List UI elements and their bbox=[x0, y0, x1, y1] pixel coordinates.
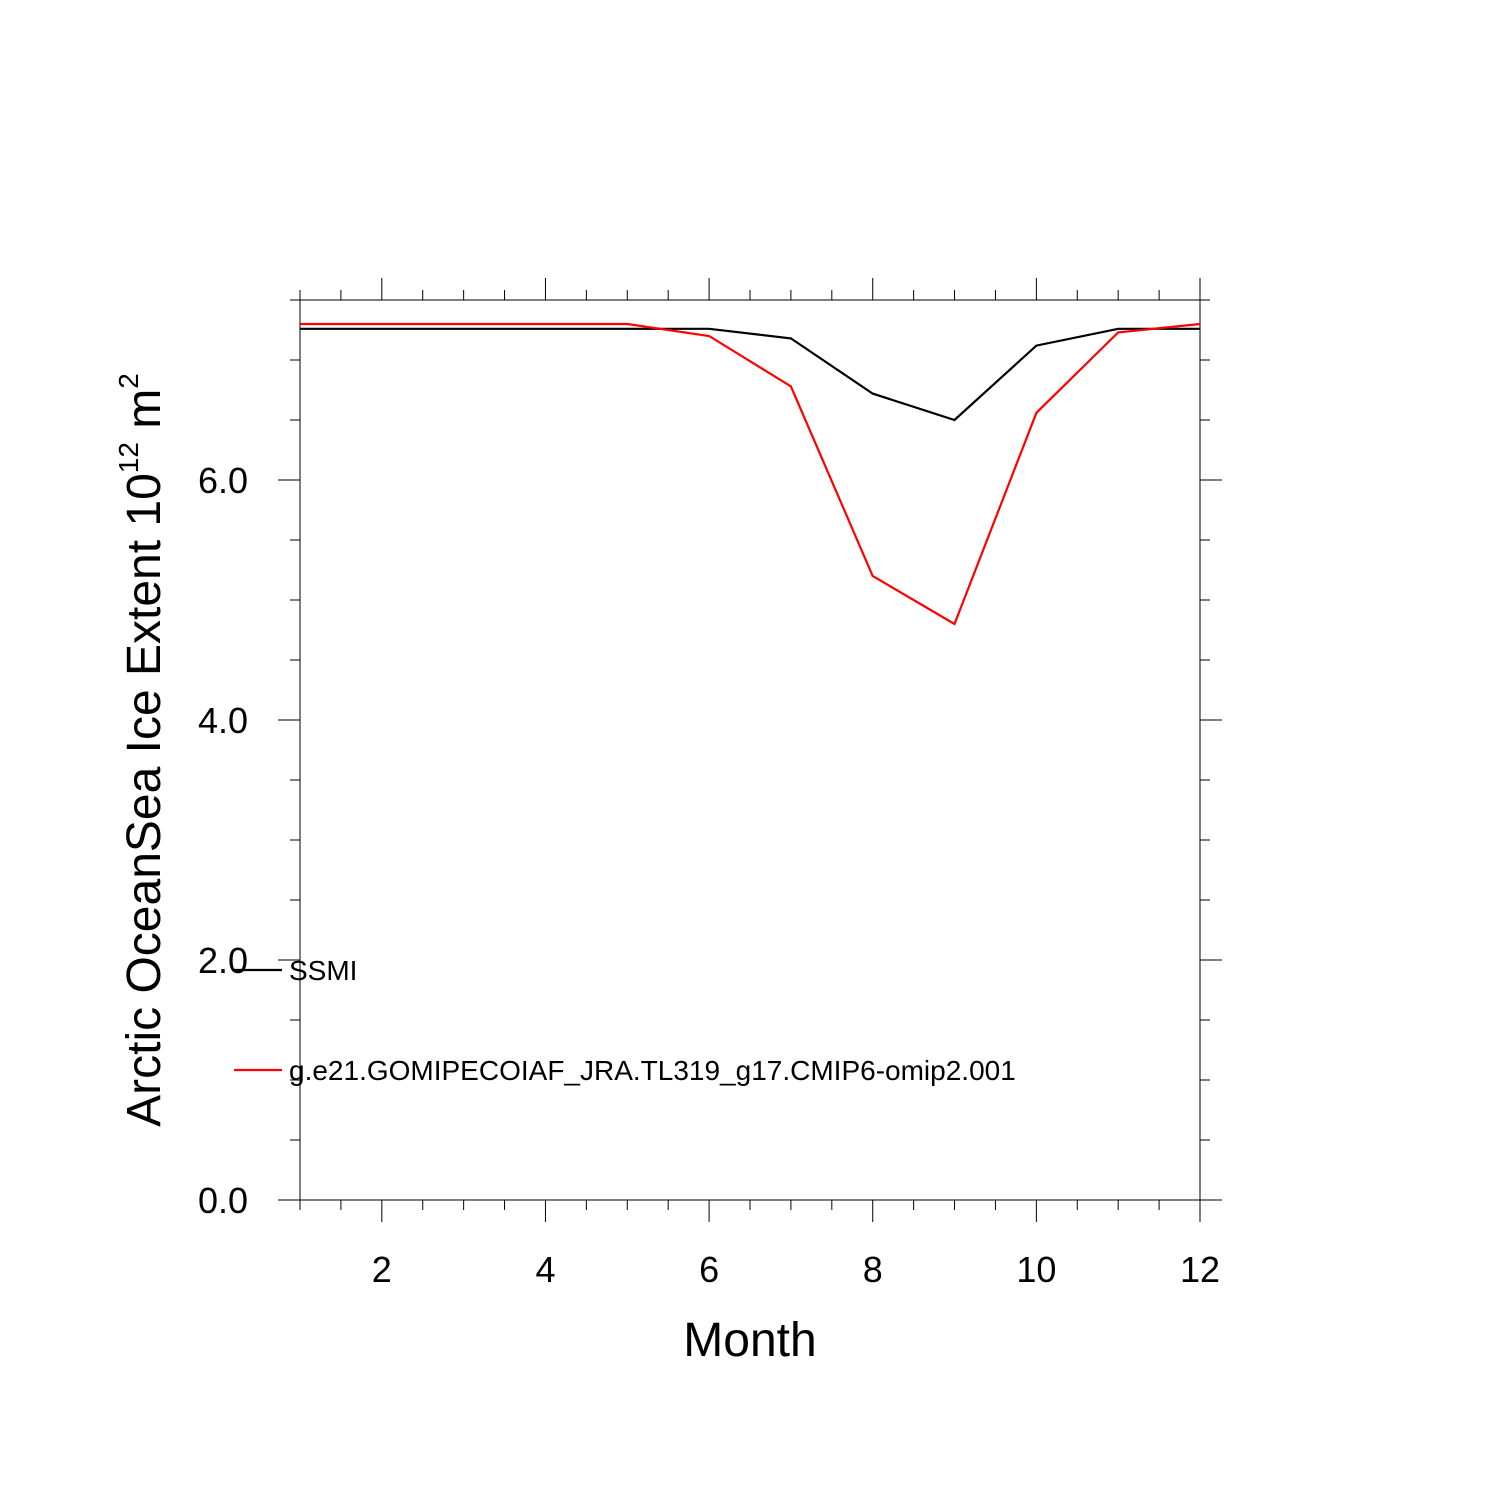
y-axis-title: Arctic OceanSea Ice Extent 1012 m2 bbox=[113, 373, 171, 1127]
y-tick-label: 4.0 bbox=[198, 700, 248, 741]
y-axis-title-unit: m bbox=[118, 389, 171, 442]
x-tick-label: 2 bbox=[372, 1249, 392, 1290]
y-tick-label: 0.0 bbox=[198, 1180, 248, 1221]
y-tick-label: 6.0 bbox=[198, 460, 248, 501]
x-tick-label: 10 bbox=[1016, 1249, 1056, 1290]
tick-labels: 2 4 6 8 10 12 0.0 2.0 4.0 6.0 bbox=[198, 460, 1220, 1290]
series-lines bbox=[300, 322, 1201, 626]
y-tick-label: 2.0 bbox=[198, 940, 248, 981]
y-axis-title-exponent: 12 bbox=[113, 442, 144, 473]
series-line-2 bbox=[300, 322, 1201, 626]
y-axis-title-main: Arctic OceanSea Ice Extent 10 bbox=[118, 473, 171, 1127]
x-tick-label: 12 bbox=[1180, 1249, 1220, 1290]
x-tick-label: 4 bbox=[535, 1249, 555, 1290]
series-line-1 bbox=[300, 327, 1200, 422]
x-tick-label: 8 bbox=[863, 1249, 883, 1290]
x-tick-label: 6 bbox=[699, 1249, 719, 1290]
legend: SSMI g.e21.GOMIPECOIAF_JRA.TL319_g17.CMIP… bbox=[234, 955, 1016, 1086]
legend-label-2: g.e21.GOMIPECOIAF_JRA.TL319_g17.CMIP6-om… bbox=[289, 1055, 1016, 1086]
x-axis-title: Month bbox=[683, 1314, 816, 1367]
y-axis-title-unit-exponent: 2 bbox=[113, 373, 144, 389]
legend-label-1: SSMI bbox=[289, 955, 357, 986]
tick-marks bbox=[278, 278, 1222, 1222]
plot-frame bbox=[299, 299, 1201, 1201]
